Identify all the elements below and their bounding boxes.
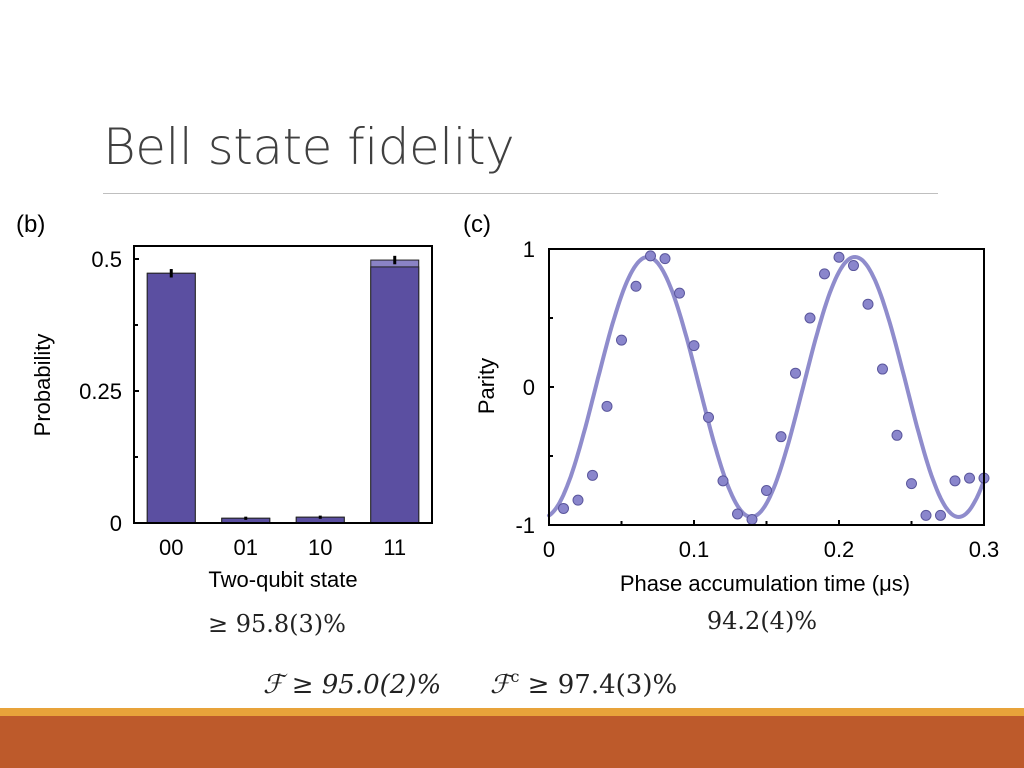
data-point bbox=[949, 475, 961, 487]
data-point bbox=[703, 411, 714, 423]
x-tick-label: 0.2 bbox=[824, 537, 855, 562]
panel-b-fidelity-annotation: ≥ 95.8(3)% bbox=[208, 610, 346, 638]
fidelity-equation: ℱ ≥ 95.0(2)% bbox=[263, 670, 441, 700]
data-point bbox=[775, 431, 787, 443]
data-point bbox=[587, 469, 598, 481]
data-point bbox=[688, 340, 700, 352]
x-tick-label: 0.3 bbox=[969, 537, 1000, 562]
x-tick-label: 00 bbox=[159, 535, 183, 560]
y-tick-label: -1 bbox=[515, 513, 535, 538]
x-tick-label: 0 bbox=[543, 537, 555, 562]
footer-band bbox=[0, 716, 1024, 768]
bar-overlay-11 bbox=[370, 266, 420, 524]
title-divider bbox=[103, 193, 938, 194]
fidelity-c-equation: ℱc ≥ 97.4(3)% bbox=[490, 667, 677, 700]
panel-b-label: (b) bbox=[16, 211, 45, 238]
data-point bbox=[717, 475, 729, 487]
panel-c-label: (c) bbox=[463, 211, 491, 238]
data-point bbox=[906, 478, 917, 490]
x-tick-label: 10 bbox=[308, 535, 332, 560]
data-point bbox=[964, 472, 975, 484]
x-tick-label: 11 bbox=[383, 535, 406, 560]
data-point bbox=[804, 312, 816, 324]
data-point bbox=[877, 363, 888, 375]
data-point bbox=[790, 367, 801, 379]
fidelity-c-superscript: c bbox=[510, 667, 519, 686]
data-point bbox=[645, 250, 656, 262]
slide-title: Bell state fidelity bbox=[103, 118, 515, 176]
fit-curve bbox=[547, 254, 986, 520]
data-point bbox=[659, 253, 671, 265]
panel-b-xlabel: Two-qubit state bbox=[208, 567, 357, 592]
data-point bbox=[746, 513, 758, 525]
data-point bbox=[833, 251, 845, 263]
data-point bbox=[862, 298, 874, 310]
panel-c-line-chart: (c) 0 0.1 0.2 0.3 -1 0 1 Phase accumulation ti… bbox=[463, 211, 999, 635]
bar-overlay-00 bbox=[146, 272, 196, 524]
y-tick-label: 0.25 bbox=[79, 379, 122, 404]
fidelity-c-value: ≥ 97.4(3)% bbox=[519, 670, 677, 700]
y-tick-label: 1 bbox=[523, 237, 535, 262]
footer-accent-stripe bbox=[0, 708, 1024, 716]
data-point bbox=[819, 268, 830, 280]
x-tick-label: 0.1 bbox=[679, 537, 710, 562]
data-point bbox=[920, 509, 932, 521]
data-point bbox=[761, 485, 772, 496]
y-tick-label: 0 bbox=[523, 375, 535, 400]
panel-c-xlabel: Phase accumulation time (μs) bbox=[620, 571, 910, 596]
data-point bbox=[935, 509, 946, 521]
panel-c-frame bbox=[548, 248, 985, 526]
data-point bbox=[848, 260, 859, 272]
panel-b-frame bbox=[133, 245, 433, 524]
y-tick-label: 0.5 bbox=[91, 247, 122, 272]
x-tick-label: 01 bbox=[234, 535, 258, 560]
data-point bbox=[732, 508, 743, 520]
data-point bbox=[891, 429, 903, 441]
data-point bbox=[601, 400, 613, 412]
panel-b-ylabel: Probability bbox=[30, 334, 55, 437]
panel-c-fidelity-annotation: 94.2(4)% bbox=[707, 607, 817, 635]
data-point bbox=[558, 502, 569, 514]
data-point bbox=[674, 287, 685, 299]
data-point bbox=[616, 334, 627, 346]
data-point bbox=[572, 494, 584, 506]
data-point bbox=[630, 280, 642, 292]
y-tick-label: 0 bbox=[110, 511, 122, 536]
panel-c-ylabel: Parity bbox=[474, 358, 499, 414]
